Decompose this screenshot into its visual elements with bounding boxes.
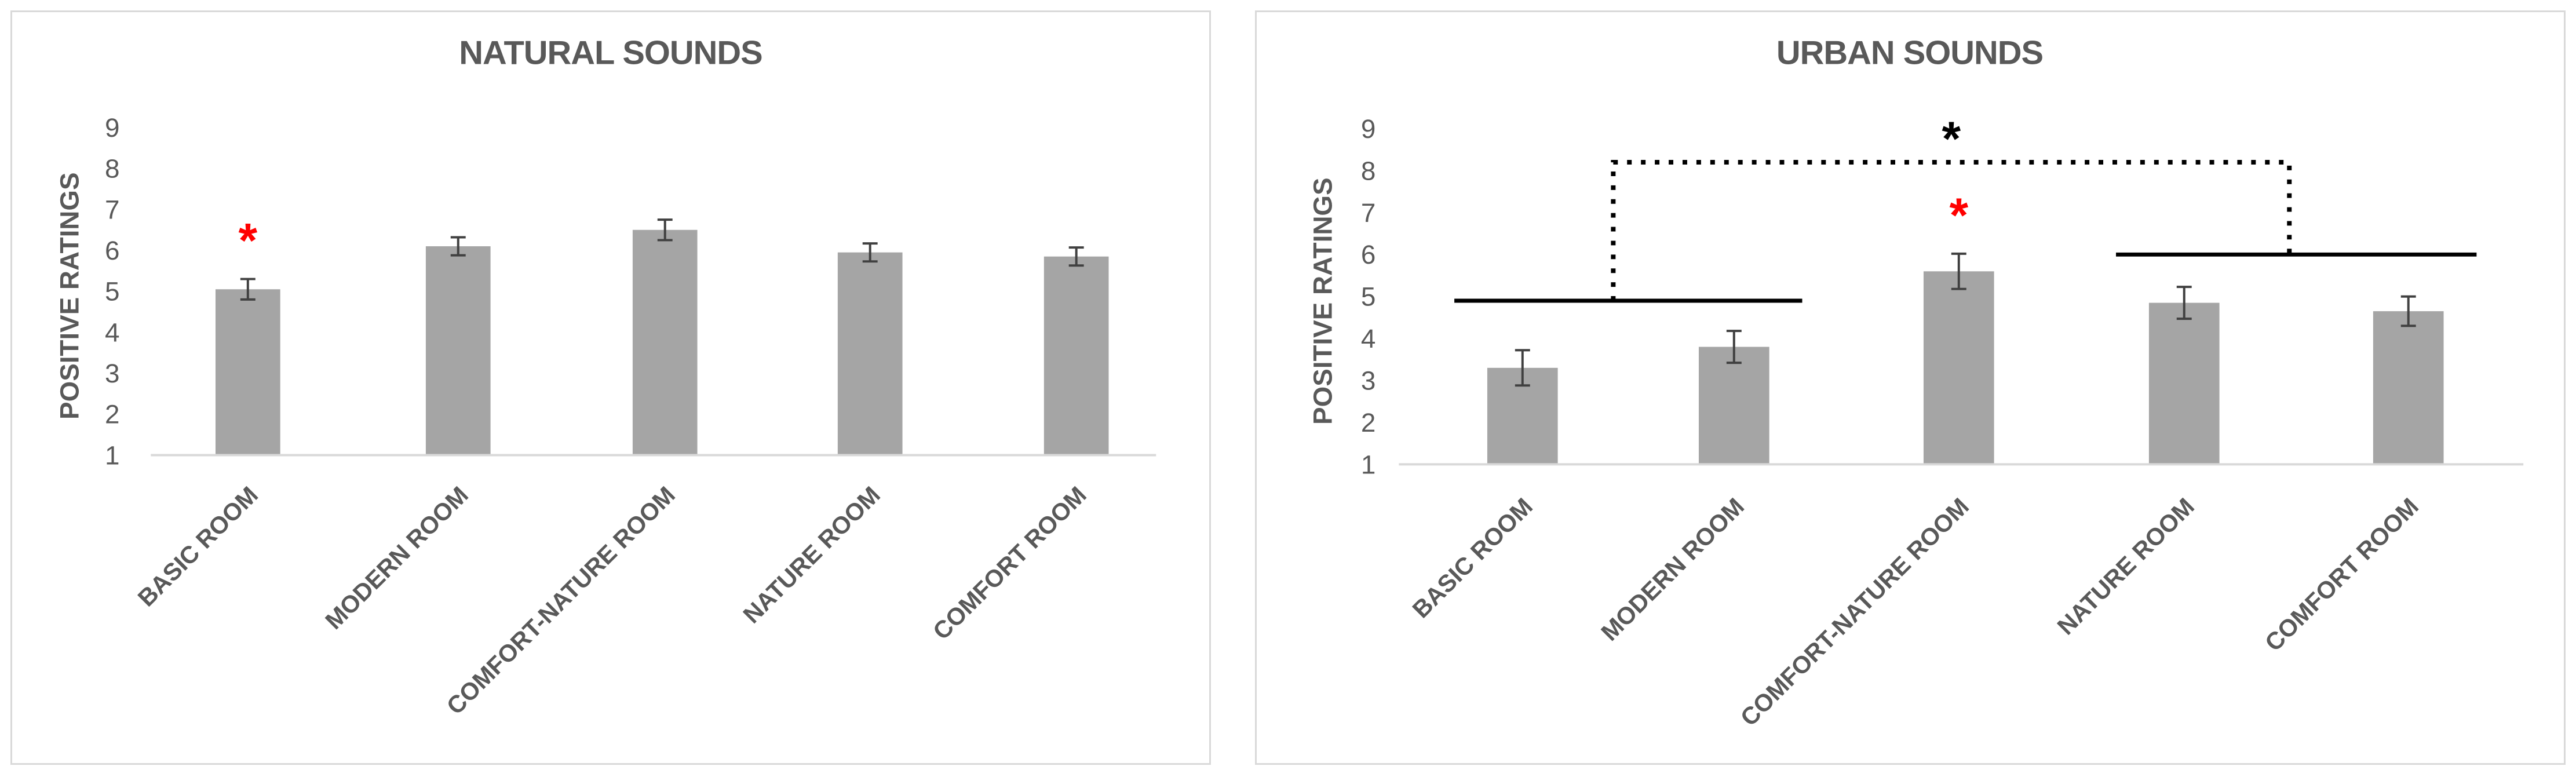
x-tick-label-comfort-room: COMFORT ROOM [2260,493,2424,656]
bar-nature-room [2148,302,2220,465]
y-tick-label: 1 [1361,450,1376,479]
x-tick-label-basic-room: BASIC ROOM [132,481,263,611]
bar-modern-room [425,246,491,455]
x-tick-label-nature-room: NATURE ROOM [2052,493,2199,640]
y-tick-label: 7 [1361,198,1376,228]
bar-nature-room [837,252,903,455]
y-tick-label: 3 [105,359,120,388]
bar-basic-room [215,289,280,455]
y-tick-label: 5 [105,277,120,307]
y-tick-label: 4 [1361,324,1376,353]
y-tick-label: 7 [105,195,120,224]
y-tick-label: 9 [105,113,120,143]
bar-modern-room [1698,346,1769,465]
y-tick-label: 2 [105,400,120,429]
y-tick-label: 3 [1361,366,1376,396]
x-tick-label-comfort-nature-room: COMFORT-NATURE ROOM [441,481,680,720]
y-axis-label: POSITIVE RATINGS [55,173,85,419]
x-tick-label-modern-room: MODERN ROOM [320,481,473,634]
bar-comfort-nature-room [632,229,698,455]
x-tick-label-comfort-room: COMFORT ROOM [928,481,1092,645]
chart-title: NATURAL SOUNDS [459,35,762,72]
bar-comfort-room [2373,311,2444,465]
y-tick-label: 9 [1361,114,1376,144]
y-tick-label: 6 [105,236,120,265]
y-axis-label: POSITIVE RATINGS [1308,177,1338,425]
urban-sounds-chart: URBAN SOUNDS POSITIVE RATINGS 1 2 3 4 5 6 7 8 9 BAS… [1308,35,2524,731]
y-tick-label: 8 [105,154,120,184]
bar-comfort-nature-room [1923,271,1994,465]
significance-bracket [1611,160,2292,301]
chart-panel-natural-sounds: NATURAL SOUNDS POSITIVE RATINGS 1 2 3 4 5 6 7 8 9 B… [10,10,1211,765]
y-tick-label: 2 [1361,408,1376,437]
y-tick-label: 4 [105,318,120,347]
y-tick-label: 1 [105,440,120,470]
significance-star: * [1949,188,1968,242]
bar-comfort-room [1043,256,1109,455]
significance-star: * [239,213,258,268]
bracket-significance-star: * [1942,111,1961,166]
x-tick-label-nature-room: NATURE ROOM [738,481,885,628]
chart-panel-urban-sounds: URBAN SOUNDS POSITIVE RATINGS 1 2 3 4 5 6 7 8 9 BAS… [1255,10,2566,765]
y-tick-label: 6 [1361,240,1376,269]
chart-title: URBAN SOUNDS [1776,35,2043,72]
y-tick-label: 5 [1361,282,1376,312]
x-tick-label-modern-room: MODERN ROOM [1596,493,1749,646]
natural-sounds-chart: NATURAL SOUNDS POSITIVE RATINGS 1 2 3 4 5 6 7 8 9 B… [55,35,1156,720]
y-tick-label: 8 [1361,156,1376,185]
x-tick-label-comfort-nature-room: COMFORT-NATURE ROOM [1735,493,1974,731]
x-tick-label-basic-room: BASIC ROOM [1407,493,1538,623]
